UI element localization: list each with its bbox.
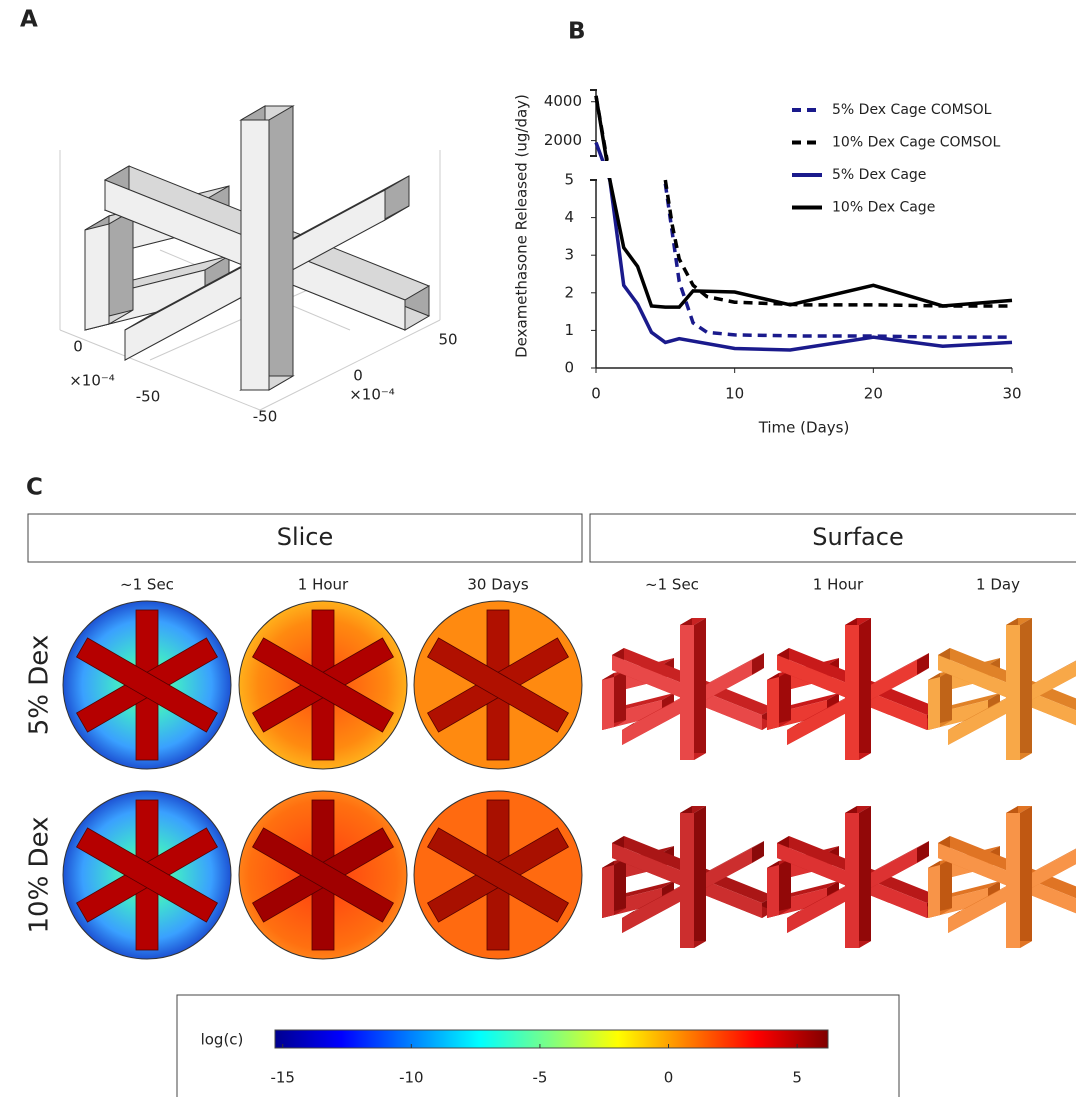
time-label: 1 Hour	[298, 576, 349, 594]
cage-face	[241, 120, 269, 390]
colorbar-label: log(c)	[201, 1031, 244, 1049]
cage-face	[614, 858, 626, 915]
row-label: 5% Dex	[25, 635, 55, 735]
x-tick-label: 30	[1002, 385, 1021, 403]
cage-face	[694, 806, 706, 948]
cage-face	[928, 677, 940, 730]
axis-label: -50	[253, 408, 278, 426]
y-tick-label: 3	[564, 246, 574, 264]
cage-face	[845, 813, 859, 948]
cage-face	[767, 677, 779, 730]
cage-face	[940, 858, 952, 915]
cage-face	[779, 670, 791, 727]
time-label: ~1 Sec	[645, 576, 699, 594]
cage-face	[859, 806, 871, 948]
colorbar-tick-label: -15	[270, 1069, 295, 1087]
figure: A B C 0×10⁻⁴-50-500×10⁻⁴50 0102030012345…	[0, 0, 1076, 1097]
x-axis-title: Time (Days)	[758, 419, 850, 437]
group-title: Slice	[277, 523, 334, 551]
axis-label: 0	[353, 367, 363, 385]
cage-face	[1020, 806, 1032, 948]
axis-label: ×10⁻⁴	[349, 386, 395, 404]
cage-face	[85, 224, 109, 330]
cage-face	[680, 813, 694, 948]
x-tick-label: 0	[591, 385, 601, 403]
x-tick-label: 10	[725, 385, 744, 403]
axis-label: -50	[136, 388, 161, 406]
axis-label: ×10⁻⁴	[69, 372, 115, 390]
cage-face	[1006, 625, 1020, 760]
axis-label: 50	[438, 331, 457, 349]
cage-face	[779, 858, 791, 915]
group-title: Surface	[812, 523, 903, 551]
time-label: 1 Day	[976, 576, 1020, 594]
time-label: 1 Hour	[813, 576, 864, 594]
legend-label: 10% Dex Cage	[832, 200, 935, 216]
legend-label: 5% Dex Cage	[832, 167, 926, 183]
y-axis-title: Dexamethasone Released (ug/day)	[513, 94, 531, 358]
x-tick-label: 20	[864, 385, 883, 403]
panel-letter: A	[20, 7, 38, 33]
cage-face	[859, 618, 871, 760]
panel-letter: C	[26, 475, 43, 501]
page: A B C 0×10⁻⁴-50-500×10⁻⁴50 0102030012345…	[0, 0, 1076, 1097]
cage-face	[680, 625, 694, 760]
row-label: 10% Dex	[25, 817, 55, 934]
y-tick-label: 4000	[544, 92, 582, 110]
cage-face	[767, 865, 779, 918]
cage-face	[940, 670, 952, 727]
colorbar	[275, 1030, 828, 1048]
cage-face	[269, 106, 293, 390]
colorbar-tick-label: 5	[792, 1069, 802, 1087]
data-line	[596, 96, 1012, 307]
y-tick-label: 1	[564, 321, 574, 339]
time-label: 30 Days	[467, 576, 528, 594]
cage-render	[60, 106, 440, 410]
y-tick-label: 0	[564, 359, 574, 377]
y-tick-label: 2	[564, 283, 574, 301]
axis-label: 0	[73, 338, 83, 356]
cage-face	[109, 210, 133, 324]
y-tick-label: 2000	[544, 131, 582, 149]
time-label: ~1 Sec	[120, 576, 174, 594]
cage-face	[614, 670, 626, 727]
legend-label: 10% Dex Cage COMSOL	[832, 135, 1001, 151]
y-tick-label: 5	[564, 171, 574, 189]
cage-face	[1006, 813, 1020, 948]
colorbar-tick-label: -10	[399, 1069, 424, 1087]
cage-face	[928, 865, 940, 918]
y-tick-label: 4	[564, 208, 574, 226]
colorbar-tick-label: 0	[664, 1069, 674, 1087]
cage-face	[602, 865, 614, 918]
cage-face	[602, 677, 614, 730]
colorbar-tick-label: -5	[532, 1069, 547, 1087]
cage-face	[845, 625, 859, 760]
panel-letter: B	[568, 19, 586, 45]
legend-label: 5% Dex Cage COMSOL	[832, 102, 992, 118]
data-line	[596, 96, 1012, 306]
cage-face	[694, 618, 706, 760]
cage-face	[1020, 618, 1032, 760]
